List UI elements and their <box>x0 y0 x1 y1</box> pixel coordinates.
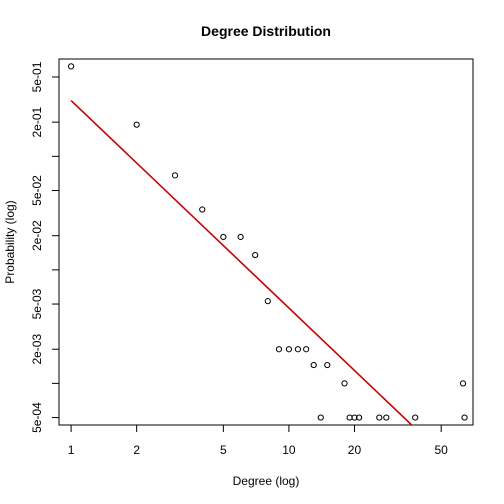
data-points-layer <box>67 63 468 421</box>
data-point <box>310 361 317 369</box>
data-point <box>317 414 324 421</box>
data-point <box>171 172 179 179</box>
x-axis-label: Degree (log) <box>233 474 300 488</box>
y-tick-label: 5e-04 <box>30 402 44 433</box>
data-point <box>285 346 293 353</box>
data-point <box>459 380 467 387</box>
data-point <box>376 414 383 421</box>
y-tick-label: 2e-02 <box>30 220 44 251</box>
x-tick-label: 10 <box>282 443 296 457</box>
data-point <box>303 346 310 353</box>
data-point <box>264 298 271 305</box>
y-tick-label: 5e-03 <box>30 288 44 319</box>
y-axis: 5e-04 2e-03 5e-03 2e-02 5e-02 2e-01 5e-01 <box>30 61 60 433</box>
fit-line-layer <box>70 99 413 425</box>
data-point <box>220 233 227 241</box>
data-point <box>351 414 358 421</box>
x-tick-label: 20 <box>348 443 362 457</box>
chart-title: Degree Distribution <box>201 23 331 39</box>
x-tick-label: 50 <box>434 443 448 457</box>
data-point <box>67 63 75 70</box>
y-axis-label: Probability (log) <box>3 200 17 283</box>
data-point <box>237 233 244 241</box>
data-point <box>275 346 283 353</box>
plot-area-frame <box>58 58 474 426</box>
data-point <box>383 414 390 421</box>
data-point <box>133 121 140 128</box>
data-point <box>341 380 348 387</box>
data-point <box>356 414 363 421</box>
x-tick-label: 2 <box>133 443 140 457</box>
x-tick-label: 1 <box>68 443 75 457</box>
data-point <box>412 414 419 421</box>
y-tick-label: 2e-01 <box>30 106 44 137</box>
x-axis: 1 2 5 10 20 50 <box>68 424 448 457</box>
y-tick-label: 5e-02 <box>30 175 44 206</box>
data-point <box>294 346 302 353</box>
data-point <box>199 206 206 213</box>
data-point <box>324 361 331 369</box>
x-tick-label: 5 <box>220 443 227 457</box>
data-point <box>461 414 468 421</box>
y-tick-label: 5e-01 <box>30 61 44 92</box>
data-point <box>252 251 259 259</box>
y-tick-label: 2e-03 <box>30 334 44 365</box>
fit-line <box>70 99 413 425</box>
